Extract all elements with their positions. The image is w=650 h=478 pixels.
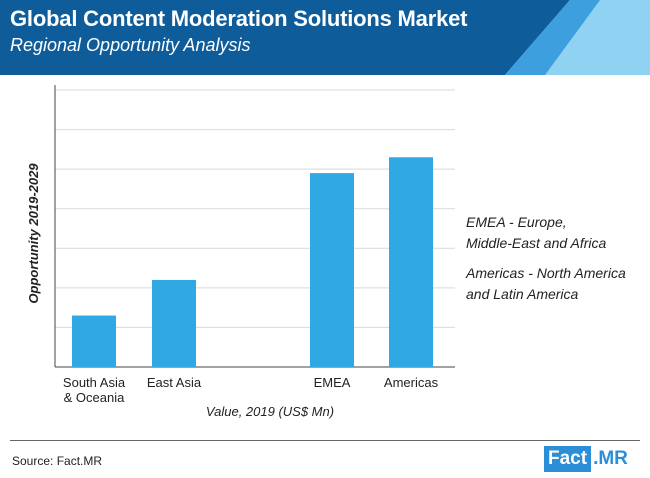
page-subtitle: Regional Opportunity Analysis [10,35,251,55]
factmr-logo: Fact .MR [544,446,628,472]
legend-note-emea: EMEA - Europe, Middle-East and Africa [466,214,607,251]
x-axis-label: Value, 2019 (US$ Mn) [206,404,334,419]
header-dark-band [0,0,570,75]
header-background [0,0,650,75]
header-banner: Global Content Moderation Solutions Mark… [0,0,650,75]
bars-group [72,157,433,367]
x-tick-labels: South Asia & Oceania East Asia EMEA Americas [63,375,439,405]
source-text: Source: Fact.MR [12,454,103,468]
bar-emea [310,173,354,367]
page-title: Global Content Moderation Solutions Mark… [10,6,468,31]
logo-right-text: .MR [593,448,628,469]
chart-grid [55,89,455,328]
legend-note-americas: Americas - North America and Latin Ameri… [466,265,626,302]
bar-chart: South Asia & Oceania East Asia EMEA Americas… [26,85,455,419]
x-tick-label: East Asia [147,375,202,390]
y-axis-label: Opportunity 2019-2029 [26,163,41,304]
footer-divider [10,440,640,441]
x-tick-label: EMEA [314,375,351,390]
x-tick-label: Americas [384,375,439,390]
header-light-band [545,0,650,75]
logo-left-text: Fact [544,446,592,472]
x-tick-label: South Asia & Oceania [63,375,126,405]
bar-americas [389,157,433,367]
bar-east-asia [152,279,196,367]
bar-south-asia [72,315,116,367]
